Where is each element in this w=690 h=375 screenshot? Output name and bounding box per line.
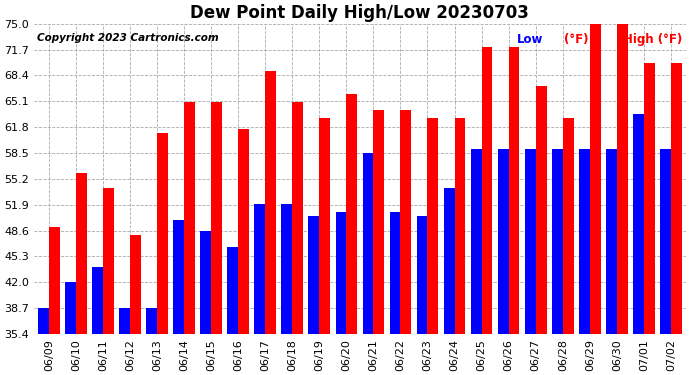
- Bar: [482, 47, 493, 334]
- Bar: [184, 102, 195, 334]
- Bar: [563, 118, 573, 334]
- Bar: [38, 308, 49, 334]
- Bar: [390, 212, 400, 334]
- Bar: [293, 102, 303, 334]
- Bar: [606, 149, 617, 334]
- Text: High (°F): High (°F): [623, 33, 682, 46]
- Bar: [552, 149, 563, 334]
- Bar: [373, 110, 384, 334]
- Bar: [146, 308, 157, 334]
- Bar: [335, 212, 346, 334]
- Bar: [157, 134, 168, 334]
- Bar: [238, 129, 249, 334]
- Bar: [660, 149, 671, 334]
- Bar: [644, 63, 655, 334]
- Bar: [497, 149, 509, 334]
- Bar: [417, 216, 428, 334]
- Bar: [346, 94, 357, 334]
- Bar: [255, 204, 265, 334]
- Bar: [535, 86, 546, 334]
- Bar: [119, 308, 130, 334]
- Bar: [471, 149, 482, 334]
- Title: Dew Point Daily High/Low 20230703: Dew Point Daily High/Low 20230703: [190, 4, 529, 22]
- Bar: [92, 267, 103, 334]
- Bar: [130, 235, 141, 334]
- Bar: [308, 216, 319, 334]
- Bar: [617, 24, 628, 334]
- Bar: [509, 47, 520, 334]
- Bar: [579, 149, 590, 334]
- Bar: [362, 153, 373, 334]
- Bar: [455, 118, 465, 334]
- Text: Copyright 2023 Cartronics.com: Copyright 2023 Cartronics.com: [37, 33, 219, 43]
- Bar: [525, 149, 535, 334]
- Bar: [227, 247, 238, 334]
- Bar: [65, 282, 76, 334]
- Bar: [49, 227, 59, 334]
- Bar: [103, 188, 114, 334]
- Bar: [211, 102, 222, 334]
- Bar: [590, 24, 600, 334]
- Bar: [428, 118, 438, 334]
- Text: Low: Low: [518, 33, 544, 46]
- Bar: [319, 118, 330, 334]
- Bar: [282, 204, 293, 334]
- Bar: [671, 63, 682, 334]
- Bar: [173, 220, 184, 334]
- Bar: [633, 114, 644, 334]
- Bar: [200, 231, 211, 334]
- Bar: [265, 71, 276, 334]
- Text: (°F): (°F): [564, 33, 588, 46]
- Bar: [76, 172, 87, 334]
- Bar: [444, 188, 455, 334]
- Bar: [400, 110, 411, 334]
